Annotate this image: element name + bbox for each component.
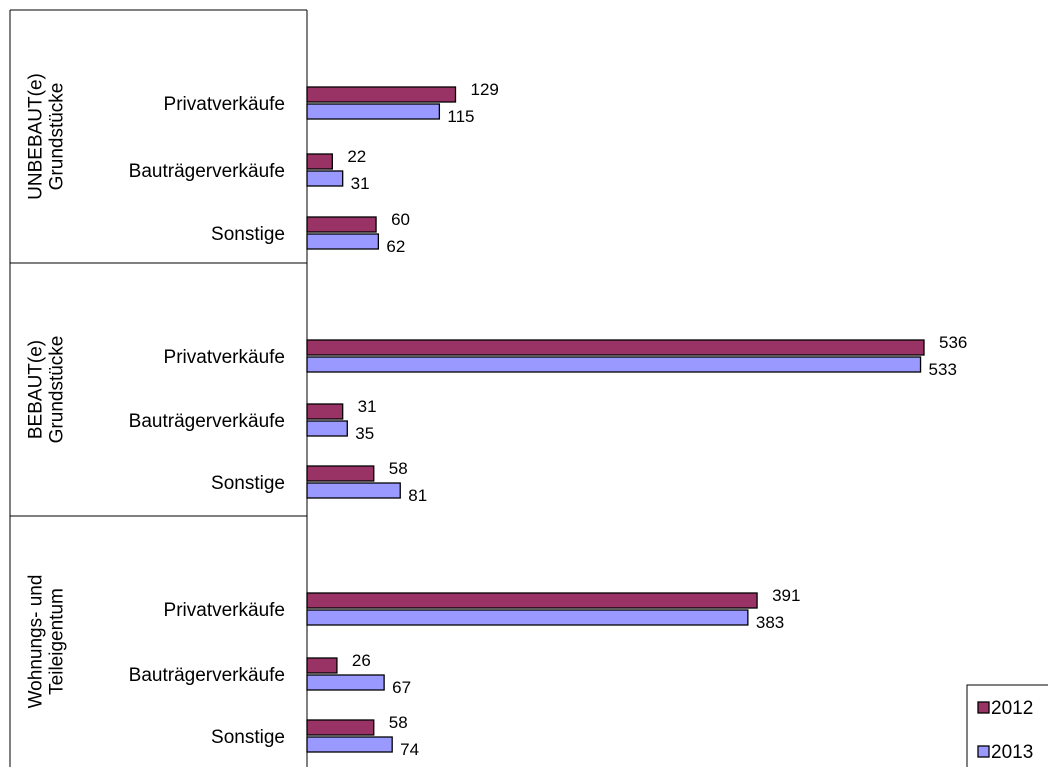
legend-swatch-2012	[977, 701, 990, 714]
data-label-2012: 58	[389, 459, 408, 478]
bar-2012	[306, 86, 457, 103]
axes	[9, 9, 308, 767]
legend: 2012 2013	[966, 684, 1048, 767]
data-label-2013: 383	[756, 613, 784, 632]
category-label: Privatverkäufe	[164, 347, 285, 368]
data-label-2012: 536	[939, 333, 967, 352]
category-label: Privatverkäufe	[164, 600, 285, 621]
group-label: UNBEBAUT(e)Grundstücke	[25, 73, 67, 200]
group-label-line: Grundstücke	[46, 336, 67, 444]
bar-2012	[306, 719, 375, 736]
data-label-2012: 391	[772, 586, 800, 605]
bar-2013	[306, 170, 344, 187]
data-label-2013: 533	[929, 360, 957, 379]
bar-2012	[306, 465, 375, 482]
bar-2012	[306, 403, 344, 420]
group-label-line: Teileigentum	[46, 588, 67, 695]
data-label-2012: 58	[389, 713, 408, 732]
legend-label-2012: 2012	[991, 698, 1033, 719]
bar-2013	[306, 674, 385, 691]
bar-2012	[306, 216, 377, 233]
bar-2012	[306, 153, 333, 170]
bars: 1291152231606253653331355881391383266758…	[306, 80, 967, 759]
data-label-2012: 31	[358, 397, 377, 416]
data-label-2013: 67	[392, 678, 411, 697]
data-label-2013: 62	[386, 237, 405, 256]
bar-2012	[306, 339, 925, 356]
bar-2012	[306, 592, 758, 609]
data-label-2013: 35	[355, 424, 374, 443]
bar-2013	[306, 609, 749, 626]
legend-swatch-2013	[977, 745, 990, 758]
category-label: Sonstige	[211, 224, 285, 245]
category-label: Privatverkäufe	[164, 94, 285, 115]
bar-2013	[306, 103, 441, 120]
data-label-2013: 115	[447, 107, 474, 126]
group-label-line: Wohnungs- und	[25, 575, 46, 709]
data-label-2012: 129	[470, 80, 498, 99]
group-label: Wohnungs- undTeileigentum	[25, 575, 67, 709]
bar-2012	[306, 657, 338, 674]
group-label-line: UNBEBAUT(e)	[25, 73, 46, 200]
group-label-line: BEBAUT(e)	[25, 340, 46, 439]
category-groups: UNBEBAUT(e)Grundstücke PrivatverkäufeBaut…	[25, 73, 285, 748]
legend-label-2013: 2013	[991, 742, 1033, 763]
bar-2013	[306, 420, 348, 437]
bar-2013	[306, 233, 380, 250]
data-label-2013: 31	[351, 174, 370, 193]
data-label-2012: 60	[391, 210, 410, 229]
group-label: BEBAUT(e)Grundstücke	[25, 336, 67, 444]
data-label-2013: 81	[408, 486, 427, 505]
category-label: Bauträgerverkäufe	[129, 161, 285, 182]
category-label: Bauträgerverkäufe	[129, 411, 285, 432]
bar-2013	[306, 356, 922, 373]
bar-2013	[306, 482, 401, 499]
category-label: Sonstige	[211, 727, 285, 748]
bar-2013	[306, 736, 393, 753]
data-label-2013: 74	[400, 740, 419, 759]
category-label: Bauträgerverkäufe	[129, 665, 285, 686]
data-label-2012: 22	[347, 147, 366, 166]
category-label: Sonstige	[211, 473, 285, 494]
group-label-line: Grundstücke	[46, 83, 67, 191]
data-label-2012: 26	[352, 651, 371, 670]
